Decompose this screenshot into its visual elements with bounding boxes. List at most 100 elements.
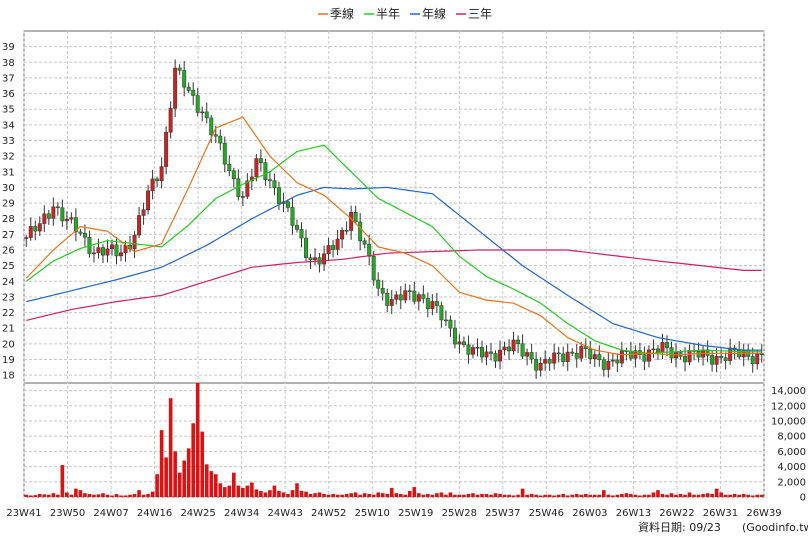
candle-body xyxy=(204,111,209,119)
volume-bar xyxy=(259,490,263,497)
volume-bar xyxy=(209,471,214,497)
candle-body xyxy=(601,359,606,370)
x-tick-label: 24W52 xyxy=(311,508,346,519)
volume-bar xyxy=(498,493,502,497)
candle-body xyxy=(119,252,123,257)
volume-bar xyxy=(741,493,746,497)
candle-body xyxy=(525,352,530,357)
volume-bar xyxy=(538,495,543,497)
x-tick-label: 24W34 xyxy=(224,508,259,519)
candle-body xyxy=(254,158,259,178)
price-tick-label: 23 xyxy=(2,292,15,303)
candle-body xyxy=(168,108,173,133)
volume-bar xyxy=(633,494,638,497)
volume-bar xyxy=(489,494,493,497)
candle-body xyxy=(349,212,354,231)
candle-body xyxy=(231,170,236,179)
candle-body xyxy=(308,257,313,261)
candle-body xyxy=(110,244,114,250)
volume-bar xyxy=(96,494,101,497)
volume-bar xyxy=(412,487,417,497)
price-tick-label: 28 xyxy=(2,214,15,225)
candle-body xyxy=(186,86,191,91)
candle-body xyxy=(389,299,394,306)
volume-bar xyxy=(110,495,114,497)
candle-body xyxy=(191,90,196,96)
volume-bar xyxy=(448,492,453,497)
candle-body xyxy=(362,240,367,245)
candle-body xyxy=(439,305,444,321)
candle-body xyxy=(227,163,232,172)
volume-bar xyxy=(200,431,205,497)
volume-bar xyxy=(407,490,412,497)
x-tick-label: 25W10 xyxy=(355,508,390,519)
candle-body xyxy=(574,352,579,359)
price-tick-label: 18 xyxy=(2,371,15,382)
candle-body xyxy=(24,237,29,239)
volume-bar xyxy=(150,491,155,497)
legend-label: 季線 xyxy=(330,6,354,21)
candle-body xyxy=(340,230,345,240)
volume-bar xyxy=(687,492,692,497)
candle-body xyxy=(407,290,412,292)
volume-bar xyxy=(529,493,534,497)
volume-bar xyxy=(705,493,710,497)
candle-body xyxy=(150,178,155,192)
volume-bar xyxy=(642,494,647,497)
volume-bar xyxy=(602,490,606,497)
candle-body xyxy=(511,339,516,352)
volume-bar xyxy=(574,493,579,497)
candle-body xyxy=(272,180,277,188)
candle-body xyxy=(380,287,385,294)
volume-bar xyxy=(268,490,272,497)
ma-three-year-line xyxy=(26,249,762,321)
volume-bar xyxy=(47,494,51,497)
volume-bar xyxy=(714,488,719,497)
volume-bar xyxy=(484,493,489,497)
candle-body xyxy=(276,187,281,204)
ma-quarter-line xyxy=(25,116,762,356)
volume-bar xyxy=(556,494,561,497)
volume-bar xyxy=(737,494,741,497)
x-tick-label: 24W43 xyxy=(268,508,303,519)
ma-year-line xyxy=(26,186,762,351)
candle-body xyxy=(592,354,597,360)
candle-body xyxy=(606,360,611,370)
candle-body xyxy=(33,226,38,232)
volume-bar xyxy=(114,493,119,497)
volume-tick-label: 2,000 xyxy=(777,477,806,488)
x-tick-label: 24W25 xyxy=(180,508,215,519)
candle-body xyxy=(412,290,417,302)
volume-bar xyxy=(272,485,277,497)
volume-bar xyxy=(286,493,290,497)
candle-body xyxy=(46,213,51,219)
volume-tick-label: 12,000 xyxy=(771,401,806,412)
candle-body xyxy=(37,223,42,232)
volume-bar xyxy=(502,494,507,497)
volume-bar xyxy=(620,493,624,497)
x-tick-label: 26W13 xyxy=(616,508,651,519)
volume-bar xyxy=(565,495,570,497)
candle-body xyxy=(290,207,295,226)
volume-bar xyxy=(56,494,60,497)
candle-body xyxy=(200,111,205,114)
price-tick-label: 20 xyxy=(2,339,15,350)
volume-bar xyxy=(606,494,611,497)
volume-bar xyxy=(674,494,678,497)
candle-body xyxy=(195,95,200,113)
candle-body xyxy=(146,190,151,211)
candle-body xyxy=(552,352,557,364)
candle-body xyxy=(344,230,349,232)
volume-bar xyxy=(417,493,421,497)
candle-body xyxy=(493,353,498,362)
price-tick-label: 22 xyxy=(2,308,15,319)
price-tick-label: 36 xyxy=(2,89,15,100)
volume-bar xyxy=(123,495,128,497)
volume-bar xyxy=(371,494,376,497)
price-tick-label: 29 xyxy=(2,199,15,210)
volume-bar xyxy=(543,494,547,497)
price-tick-label: 19 xyxy=(2,355,15,366)
volume-bar xyxy=(317,492,322,497)
price-tick-label: 24 xyxy=(2,277,15,288)
volume-bar xyxy=(426,493,430,497)
